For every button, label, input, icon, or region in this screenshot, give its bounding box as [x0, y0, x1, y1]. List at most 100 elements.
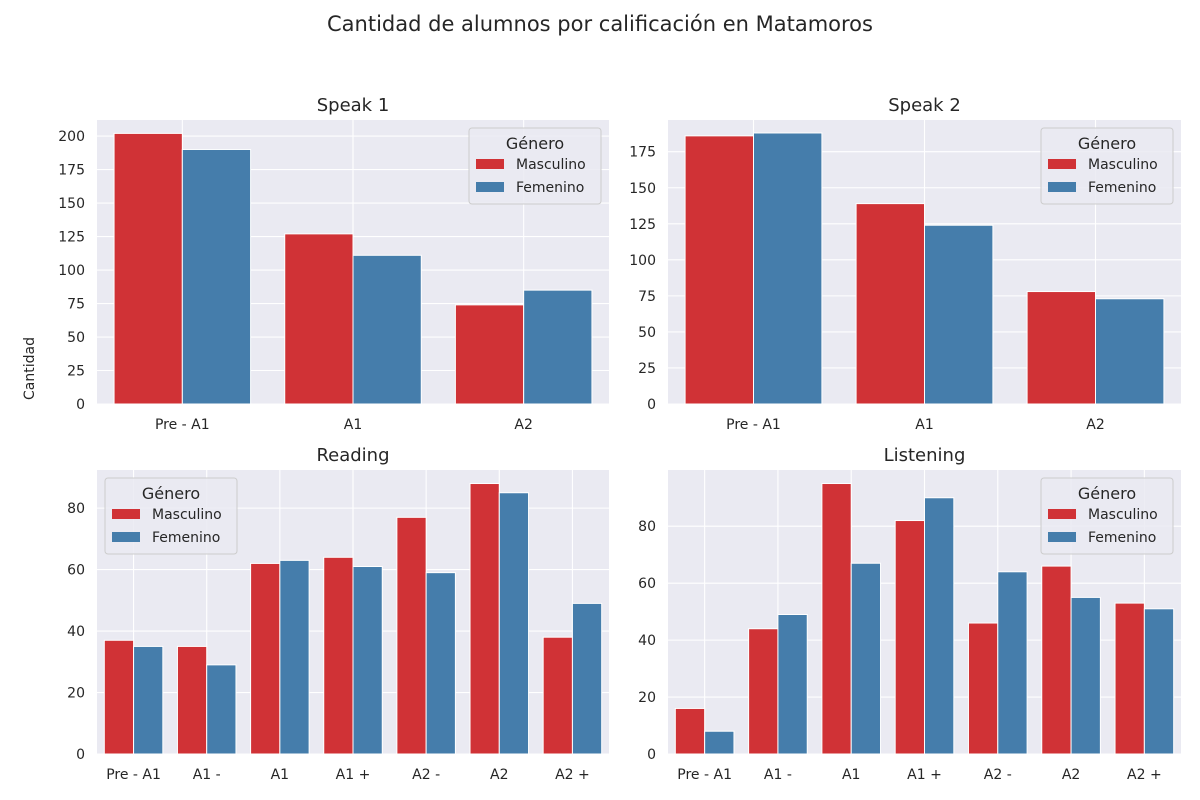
subplot-title: Reading [316, 445, 389, 466]
y-tick-label: 80 [67, 501, 85, 517]
x-tick-label: A2 - [412, 767, 440, 783]
figure-title: Cantidad de alumnos por calificación en … [327, 12, 873, 36]
y-tick-label: 0 [76, 397, 85, 413]
bar-femenino [279, 559, 310, 755]
y-tick-label: 40 [67, 624, 85, 640]
x-tick-label: A2 [1086, 417, 1104, 433]
x-tick-label: A1 [271, 767, 289, 783]
legend-title: Género [1078, 484, 1136, 503]
bar-masculino [684, 135, 754, 405]
legend-swatch [112, 509, 140, 519]
subplot-2: 0 20 40 60 80 Pre - A1 A1 - A1 A1 + A2 - A2 A2 + Rea… [67, 445, 609, 783]
x-tick-label: A2 [1062, 767, 1080, 783]
y-tick-label: 25 [638, 361, 656, 377]
y-tick-label: 40 [638, 633, 656, 649]
bar-femenino [850, 562, 882, 755]
legend-label: Femenino [152, 530, 220, 546]
bar-femenino [777, 613, 808, 755]
y-tick-label: 50 [67, 330, 85, 346]
y-tick-label: 100 [629, 253, 656, 269]
legend: Género Masculino Femenino [1040, 477, 1174, 555]
legend-swatch [1048, 182, 1076, 192]
x-tick-label: A2 + [555, 767, 590, 783]
bar-femenino [206, 664, 237, 755]
y-tick-label: 175 [58, 163, 85, 179]
x-tick-label: A1 + [336, 767, 371, 783]
bar-masculino [821, 483, 852, 755]
y-tick-label: 60 [67, 563, 85, 579]
legend: Género Masculino Femenino [468, 127, 602, 205]
bar-femenino [425, 572, 456, 755]
x-tick-label: A2 + [1127, 767, 1162, 783]
bar-masculino [469, 483, 500, 755]
y-tick-label: 100 [58, 263, 85, 279]
legend-swatch [1048, 509, 1076, 519]
x-tick-label: Pre - A1 [677, 767, 732, 783]
y-tick-label: 150 [629, 181, 656, 197]
subplot-title: Speak 1 [317, 95, 390, 116]
bar-masculino [113, 132, 183, 405]
bar-femenino [523, 289, 593, 405]
x-tick-label: Pre - A1 [155, 417, 210, 433]
legend-swatch [1048, 532, 1076, 542]
legend-label: Masculino [152, 507, 222, 523]
bar-femenino [753, 132, 823, 405]
bar-femenino [352, 254, 422, 405]
y-tick-label: 0 [647, 747, 656, 763]
y-tick-label: 0 [647, 397, 656, 413]
legend-swatch [476, 182, 504, 192]
subplot-title: Listening [884, 445, 966, 466]
bar-masculino [323, 556, 354, 755]
y-tick-label: 125 [629, 217, 656, 233]
bar-femenino [133, 645, 164, 755]
y-tick-label: 80 [638, 519, 656, 535]
legend-label: Femenino [516, 180, 584, 196]
y-tick-label: 150 [58, 196, 85, 212]
legend-swatch [1048, 159, 1076, 169]
legend-title: Género [506, 134, 564, 153]
x-tick-label: A2 [514, 417, 532, 433]
legend-label: Femenino [1088, 530, 1156, 546]
bar-femenino [1070, 596, 1101, 755]
bar-masculino [542, 636, 573, 755]
x-tick-label: Pre - A1 [726, 417, 781, 433]
y-tick-label: 20 [67, 686, 85, 702]
bar-femenino [924, 497, 955, 755]
bar-masculino [176, 645, 208, 755]
subplot-0: 0 25 50 75 100 125 150 175 200 Pre - A1 A1 A2 Speak … [58, 95, 609, 433]
bar-masculino [894, 520, 926, 755]
y-tick-label: 175 [629, 145, 656, 161]
x-tick-label: A2 - [984, 767, 1012, 783]
bar-masculino [103, 639, 135, 755]
legend: Género Masculino Femenino [1040, 127, 1174, 205]
legend: Género Masculino Femenino [104, 477, 238, 555]
subplot-3: 0 20 40 60 80 Pre - A1 A1 - A1 A1 + A2 - A2 A2 + Lis… [638, 445, 1181, 783]
bar-masculino [748, 628, 779, 755]
subplot-title: Speak 2 [888, 95, 961, 116]
y-tick-label: 0 [76, 747, 85, 763]
y-tick-label: 75 [638, 289, 656, 305]
y-tick-label: 25 [67, 364, 85, 380]
bar-masculino [855, 203, 925, 405]
bar-masculino [1026, 291, 1096, 405]
bar-masculino [396, 516, 427, 755]
subplot-1: 0 25 50 75 100 125 150 175 Pre - A1 A1 A2 Speak 2 Gé… [629, 95, 1181, 433]
bar-masculino [250, 562, 281, 755]
legend-swatch [476, 159, 504, 169]
legend-label: Femenino [1088, 180, 1156, 196]
y-tick-label: 50 [638, 325, 656, 341]
bar-femenino [1095, 298, 1165, 405]
y-tick-label: 125 [58, 230, 85, 246]
bar-masculino [284, 233, 354, 405]
bar-femenino [924, 224, 994, 405]
x-tick-label: A1 [842, 767, 860, 783]
y-tick-label: 75 [67, 297, 85, 313]
bar-masculino [1114, 602, 1145, 755]
bar-femenino [1143, 608, 1175, 755]
y-tick-label: 20 [638, 690, 656, 706]
bar-femenino [571, 602, 603, 755]
x-tick-label: A1 [344, 417, 362, 433]
bar-femenino [704, 730, 735, 755]
bar-femenino [997, 571, 1028, 755]
